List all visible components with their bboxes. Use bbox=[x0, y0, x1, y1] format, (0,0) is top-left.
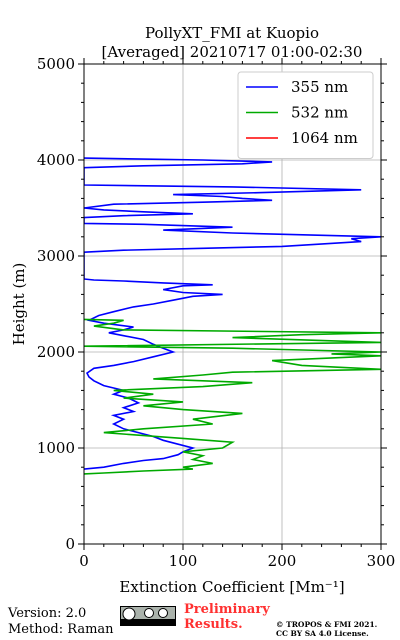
method-label: Method: Raman bbox=[8, 622, 114, 637]
plot-frame bbox=[83, 63, 382, 545]
x-axis-label: Extinction Coefficient [Mm⁻¹] bbox=[119, 578, 344, 596]
x-tick-label: 0 bbox=[79, 552, 89, 570]
chart-title: PollyXT_FMI at Kuopio bbox=[145, 24, 319, 42]
preliminary-line-2: Results. bbox=[184, 617, 243, 632]
preliminary-line-1: Preliminary bbox=[184, 602, 270, 617]
cc-license-badge bbox=[120, 606, 176, 626]
legend-label: 532 nm bbox=[291, 104, 348, 122]
series-lines bbox=[84, 157, 381, 475]
x-tick-label: 300 bbox=[367, 552, 396, 570]
y-tick-label: 4000 bbox=[37, 151, 75, 169]
copyright-line-1: © TROPOS & FMI 2021. bbox=[276, 620, 378, 629]
series-line-532-nm bbox=[84, 318, 381, 475]
y-tick-label: 3000 bbox=[37, 247, 75, 265]
y-axis-label: Height (m) bbox=[10, 263, 28, 346]
y-tick-label: 2000 bbox=[37, 343, 75, 361]
version-label: Version: 2.0 bbox=[8, 606, 87, 621]
copyright-notice: © TROPOS & FMI 2021. CC BY SA 4.0 Licens… bbox=[276, 620, 377, 638]
x-tick-label: 100 bbox=[169, 552, 198, 570]
copyright-line-2: CC BY SA 4.0 License. bbox=[276, 629, 369, 638]
x-tick-label: 200 bbox=[268, 552, 297, 570]
series-line-355-nm bbox=[84, 157, 381, 470]
legend-label: 1064 nm bbox=[291, 129, 358, 147]
y-tick-label: 1000 bbox=[37, 439, 75, 457]
y-tick-label: 5000 bbox=[37, 55, 75, 73]
legend-label: 355 nm bbox=[291, 78, 348, 96]
preliminary-notice: Preliminary Results. bbox=[184, 602, 270, 632]
legend-box bbox=[237, 71, 374, 159]
y-tick-label: 0 bbox=[65, 535, 75, 553]
legend: 355 nm 532 nm 1064 nm bbox=[237, 71, 374, 159]
chart-subtitle: [Averaged] 20210717 01:00-02:30 bbox=[102, 43, 363, 61]
